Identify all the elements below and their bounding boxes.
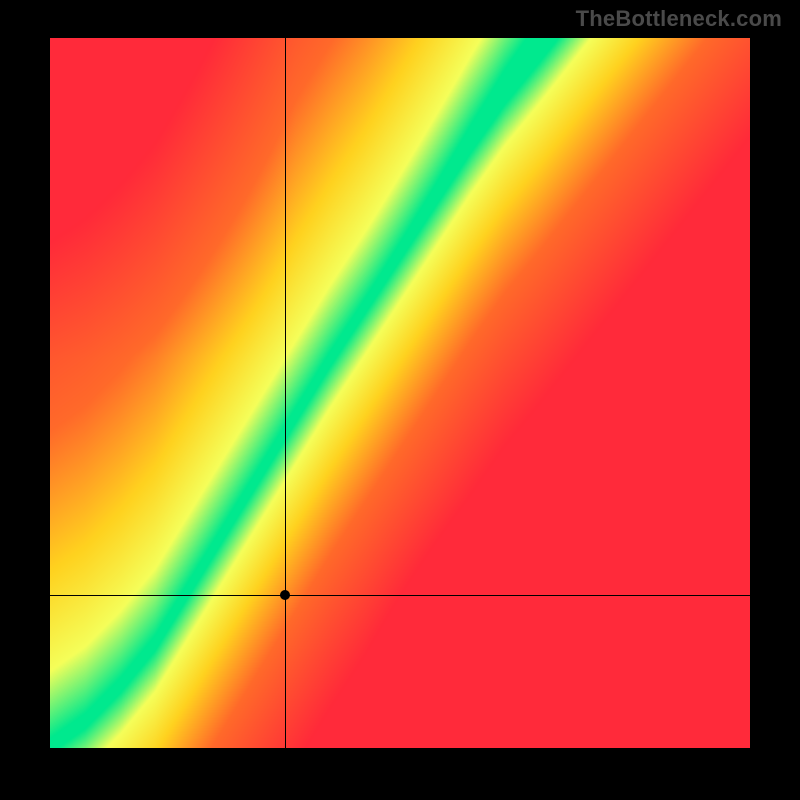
plot-area	[50, 38, 750, 748]
chart-container: TheBottleneck.com	[0, 0, 800, 800]
crosshair-horizontal	[50, 595, 750, 596]
crosshair-point	[280, 590, 290, 600]
crosshair-vertical	[285, 38, 286, 748]
heatmap-canvas	[50, 38, 750, 748]
watermark-text: TheBottleneck.com	[576, 6, 782, 32]
